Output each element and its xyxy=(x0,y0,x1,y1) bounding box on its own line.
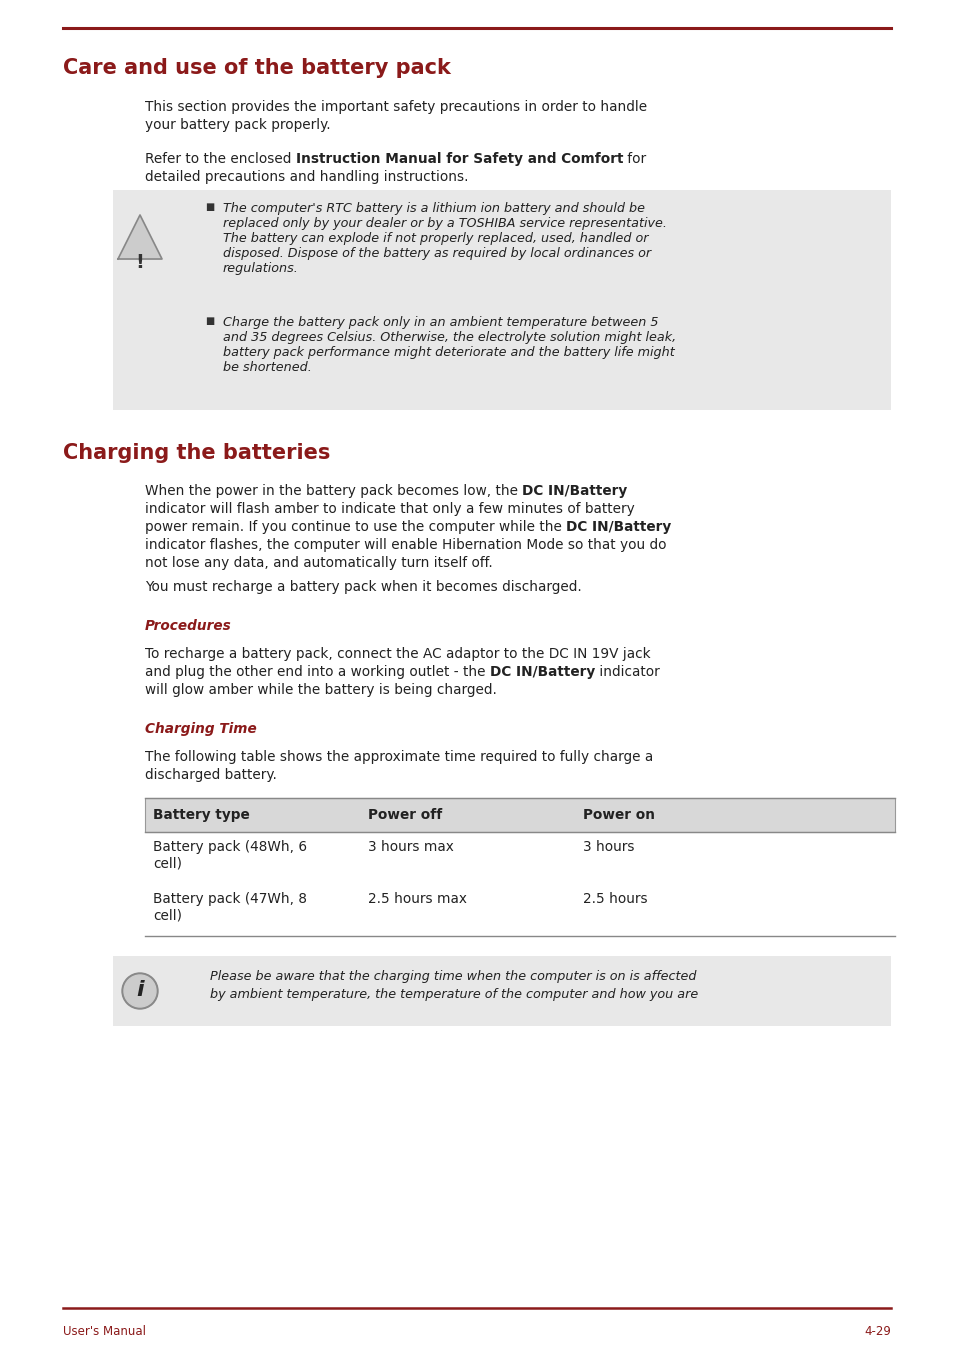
Circle shape xyxy=(122,972,158,1009)
Text: This section provides the important safety precautions in order to handle: This section provides the important safe… xyxy=(145,100,646,114)
Text: Power off: Power off xyxy=(368,808,442,822)
Text: 2.5 hours max: 2.5 hours max xyxy=(368,892,467,907)
Text: indicator: indicator xyxy=(595,664,659,679)
Text: and plug the other end into a working outlet - the: and plug the other end into a working ou… xyxy=(145,664,489,679)
Text: Instruction Manual for Safety and Comfort: Instruction Manual for Safety and Comfor… xyxy=(295,152,622,165)
Text: User's Manual: User's Manual xyxy=(63,1325,146,1338)
Text: DC IN/Battery: DC IN/Battery xyxy=(522,484,627,498)
Text: discharged battery.: discharged battery. xyxy=(145,768,276,781)
Text: Battery type: Battery type xyxy=(152,808,250,822)
Text: DC IN/Battery: DC IN/Battery xyxy=(566,521,671,534)
Text: 3 hours max: 3 hours max xyxy=(368,841,454,854)
Text: indicator will flash amber to indicate that only a few minutes of battery: indicator will flash amber to indicate t… xyxy=(145,502,634,516)
Text: DC IN/Battery: DC IN/Battery xyxy=(489,664,595,679)
Text: Charge the battery pack only in an ambient temperature between 5
and 35 degrees : Charge the battery pack only in an ambie… xyxy=(223,316,676,374)
Text: Battery pack (47Wh, 8
cell): Battery pack (47Wh, 8 cell) xyxy=(152,892,307,923)
Text: indicator flashes, the computer will enable Hibernation Mode so that you do: indicator flashes, the computer will ena… xyxy=(145,538,666,551)
FancyBboxPatch shape xyxy=(145,798,894,833)
Text: will glow amber while the battery is being charged.: will glow amber while the battery is bei… xyxy=(145,683,497,697)
Text: detailed precautions and handling instructions.: detailed precautions and handling instru… xyxy=(145,169,468,184)
Text: ■: ■ xyxy=(205,202,214,213)
Text: ■: ■ xyxy=(205,316,214,325)
Text: not lose any data, and automatically turn itself off.: not lose any data, and automatically tur… xyxy=(145,555,493,570)
Circle shape xyxy=(124,975,156,1007)
Text: Power on: Power on xyxy=(582,808,655,822)
Text: You must recharge a battery pack when it becomes discharged.: You must recharge a battery pack when it… xyxy=(145,580,581,594)
FancyBboxPatch shape xyxy=(112,190,890,410)
Polygon shape xyxy=(118,215,162,260)
Text: i: i xyxy=(136,981,144,999)
Text: Charging the batteries: Charging the batteries xyxy=(63,443,330,463)
Text: by ambient temperature, the temperature of the computer and how you are: by ambient temperature, the temperature … xyxy=(210,989,698,1001)
Text: Procedures: Procedures xyxy=(145,619,232,633)
Text: Charging Time: Charging Time xyxy=(145,722,256,736)
Text: Care and use of the battery pack: Care and use of the battery pack xyxy=(63,58,451,78)
Text: 3 hours: 3 hours xyxy=(582,841,634,854)
Text: To recharge a battery pack, connect the AC adaptor to the DC IN 19V jack: To recharge a battery pack, connect the … xyxy=(145,647,650,660)
Text: The computer's RTC battery is a lithium ion battery and should be
replaced only : The computer's RTC battery is a lithium … xyxy=(223,202,666,274)
Text: Refer to the enclosed: Refer to the enclosed xyxy=(145,152,295,165)
Text: for: for xyxy=(622,152,646,165)
FancyBboxPatch shape xyxy=(112,956,890,1026)
Text: When the power in the battery pack becomes low, the: When the power in the battery pack becom… xyxy=(145,484,522,498)
Text: Please be aware that the charging time when the computer is on is affected: Please be aware that the charging time w… xyxy=(210,970,696,983)
Text: The following table shows the approximate time required to fully charge a: The following table shows the approximat… xyxy=(145,751,653,764)
Text: 2.5 hours: 2.5 hours xyxy=(582,892,647,907)
Text: 4-29: 4-29 xyxy=(863,1325,890,1338)
Text: !: ! xyxy=(135,253,144,272)
Text: your battery pack properly.: your battery pack properly. xyxy=(145,118,331,132)
Text: power remain. If you continue to use the computer while the: power remain. If you continue to use the… xyxy=(145,521,566,534)
Text: Battery pack (48Wh, 6
cell): Battery pack (48Wh, 6 cell) xyxy=(152,841,307,870)
